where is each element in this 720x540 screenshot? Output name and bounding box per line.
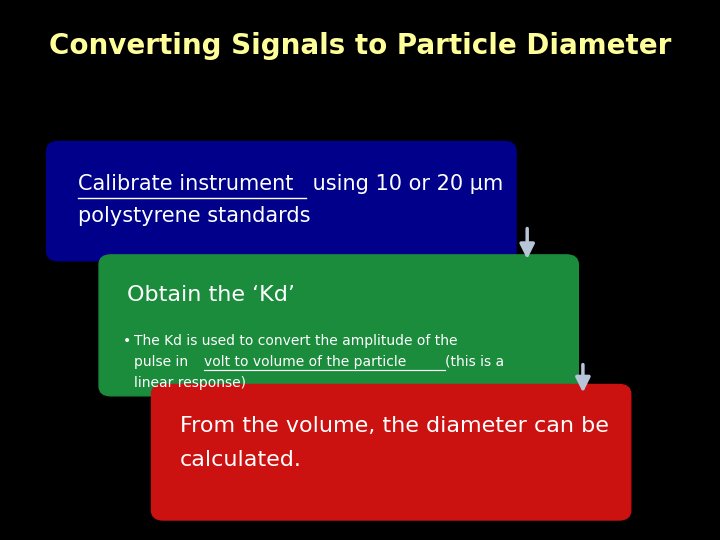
FancyBboxPatch shape [47,141,516,261]
Text: volt to volume of the particle: volt to volume of the particle [204,355,410,369]
Text: calculated.: calculated. [180,450,302,470]
Text: polystyrene standards: polystyrene standards [78,206,310,226]
Text: Calibrate instrument: Calibrate instrument [78,174,294,194]
Text: pulse in: pulse in [134,355,192,369]
Text: (this is a: (this is a [445,355,504,369]
FancyBboxPatch shape [99,255,578,396]
FancyBboxPatch shape [151,384,631,520]
Text: using 10 or 20 µm: using 10 or 20 µm [306,174,503,194]
Text: Converting Signals to Particle Diameter: Converting Signals to Particle Diameter [49,32,671,60]
Text: The Kd is used to convert the amplitude of the: The Kd is used to convert the amplitude … [134,334,457,348]
Text: •: • [122,334,131,348]
Text: Obtain the ‘Kd’: Obtain the ‘Kd’ [127,285,295,305]
Text: From the volume, the diameter can be: From the volume, the diameter can be [180,416,608,436]
Text: linear response): linear response) [134,376,246,390]
